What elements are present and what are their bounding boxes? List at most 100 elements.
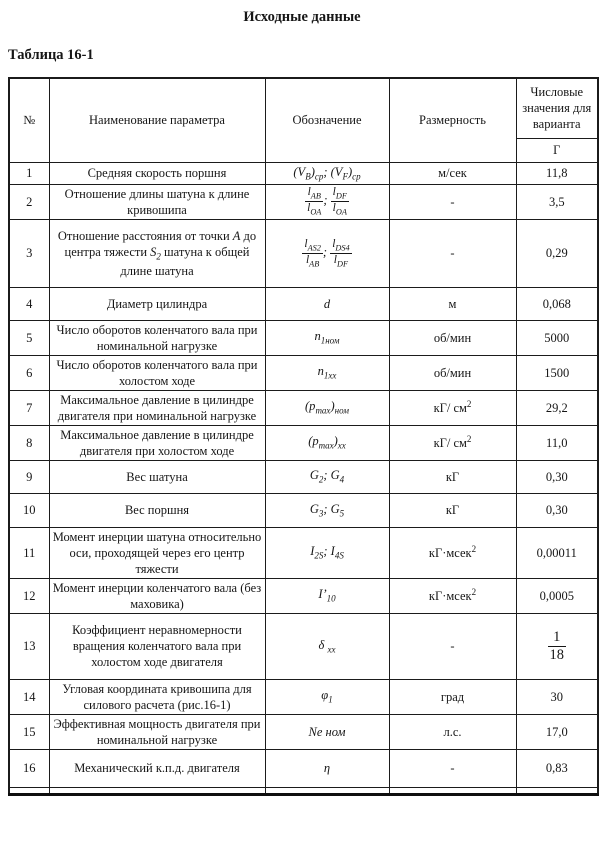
param-symbol: I2S; I4S (264, 526, 390, 579)
param-name: Отношение расстояния от точки A до центр… (48, 218, 266, 288)
table-row: 7 Максимальное давление в цилиндре двига… (8, 389, 599, 426)
param-symbol: φ1 (264, 678, 390, 715)
header-row: № Наименование параметра Обозначение Раз… (8, 77, 599, 163)
param-unit: л.с. (388, 713, 517, 750)
param-value: 30 (515, 678, 599, 715)
col-header-name: Наименование параметра (48, 77, 266, 163)
table-header: № Наименование параметра Обозначение Раз… (8, 77, 599, 163)
param-value: 5000 (515, 319, 599, 356)
param-unit: кГ·мсек2 (388, 577, 517, 614)
table-row: 15 Эффективная мощность двигателя при но… (8, 713, 599, 750)
param-value: 0,29 (515, 218, 599, 288)
row-number: 2 (8, 183, 50, 220)
row-number: 15 (8, 713, 50, 750)
table-row: 2 Отношение длины шатуна к длине кривоши… (8, 183, 599, 220)
param-name: Момент инерции шатуна относительно оси, … (48, 526, 266, 579)
row-number: 1 (8, 161, 50, 185)
row-number: 6 (8, 354, 50, 391)
param-value: 0,30 (515, 492, 599, 528)
table-row: 12 Момент инерции коленчатого вала (без … (8, 577, 599, 614)
param-unit: кГ/ см2 (388, 389, 517, 426)
table-row: 14 Угловая координата кривошипа для сило… (8, 678, 599, 715)
param-name: Максимальное давление в цилиндре двигате… (48, 389, 266, 426)
param-name: Средняя скорость поршня (48, 161, 266, 185)
stub-cell (8, 786, 50, 795)
table-row: 9 Вес шатуна G2; G4 кГ 0,30 (8, 459, 599, 494)
param-symbol: lAS2 lAB; lDS4 lDF (264, 218, 390, 288)
param-unit: кГ·мсек2 (388, 526, 517, 579)
param-value: 1 18 (515, 612, 599, 680)
param-name: Момент инерции коленчатого вала (без мах… (48, 577, 266, 614)
param-name: Диаметр цилиндра (48, 286, 266, 321)
parameters-table: № Наименование параметра Обозначение Раз… (8, 77, 599, 796)
table-row: 3 Отношение расстояния от точки A до цен… (8, 218, 599, 288)
param-value: 11,0 (515, 424, 599, 461)
row-number: 14 (8, 678, 50, 715)
param-name: Вес шатуна (48, 459, 266, 494)
param-name: Максимальное давление в цилиндре двигате… (48, 424, 266, 461)
table-row: 13 Коэффициент неравномерности вращения … (8, 612, 599, 680)
stub-cell (388, 786, 517, 795)
param-symbol: (pmax)ном (264, 389, 390, 426)
param-value: 1500 (515, 354, 599, 391)
param-value: 0,068 (515, 286, 599, 321)
param-symbol: G3; G5 (264, 492, 390, 528)
table-row: 16 Механический к.п.д. двигателя η - 0,8… (8, 748, 599, 788)
param-value: 17,0 (515, 713, 599, 750)
param-unit: - (388, 183, 517, 220)
param-name: Эффективная мощность двигателя при номин… (48, 713, 266, 750)
row-number: 13 (8, 612, 50, 680)
stub-cell (264, 786, 390, 795)
table-row: 6 Число оборотов коленчатого вала при хо… (8, 354, 599, 391)
param-symbol: d (264, 286, 390, 321)
page-title: Исходные данные (243, 9, 361, 25)
param-unit: град (388, 678, 517, 715)
param-name: Угловая координата кривошипа для силовог… (48, 678, 266, 715)
param-unit: м/сек (388, 161, 517, 185)
param-unit: об/мин (388, 354, 517, 391)
param-name: Коэффициент неравномерности вращения кол… (48, 612, 266, 680)
table-row: 10 Вес поршня G3; G5 кГ 0,30 (8, 492, 599, 528)
table-row: 5 Число оборотов коленчатого вала при но… (8, 319, 599, 356)
param-unit: - (388, 612, 517, 680)
param-symbol: lAB lOA; lDF lOA (264, 183, 390, 220)
row-number: 5 (8, 319, 50, 356)
param-name: Отношение длины шатуна к длине кривошипа (48, 183, 266, 220)
row-number: 12 (8, 577, 50, 614)
table-label: Таблица 16-1 (8, 47, 94, 63)
col-header-unit: Размерность (388, 77, 517, 163)
table-row: 1 Средняя скорость поршня (VB)cp; (VF)cp… (8, 161, 599, 185)
stub-cell (515, 786, 599, 795)
table-row: 8 Максимальное давление в цилиндре двига… (8, 424, 599, 461)
param-value: 0,83 (515, 748, 599, 788)
param-symbol: (VB)cp; (VF)cp (264, 161, 390, 185)
param-symbol: Nе ном (264, 713, 390, 750)
table-row: 4 Диаметр цилиндра d м 0,068 (8, 286, 599, 321)
param-unit: об/мин (388, 319, 517, 356)
table-row: 11 Момент инерции шатуна относительно ос… (8, 526, 599, 579)
param-value: 0,30 (515, 459, 599, 494)
param-unit: - (388, 748, 517, 788)
col-header-symbol: Обозначение (264, 77, 390, 163)
param-unit: - (388, 218, 517, 288)
param-symbol: δ хх (264, 612, 390, 680)
param-unit: кГ/ см2 (388, 424, 517, 461)
param-symbol: n1хх (264, 354, 390, 391)
param-value: 0,00011 (515, 526, 599, 579)
row-number: 10 (8, 492, 50, 528)
param-value: 11,8 (515, 161, 599, 185)
param-value: 29,2 (515, 389, 599, 426)
param-value: 0,0005 (515, 577, 599, 614)
row-number: 3 (8, 218, 50, 288)
row-number: 4 (8, 286, 50, 321)
param-symbol: G2; G4 (264, 459, 390, 494)
row-number: 11 (8, 526, 50, 579)
param-value: 3,5 (515, 183, 599, 220)
row-number: 16 (8, 748, 50, 788)
param-symbol: (pmax)хх (264, 424, 390, 461)
col-header-num: № (8, 77, 50, 163)
param-symbol: I’10 (264, 577, 390, 614)
stub-cell (48, 786, 266, 795)
row-number: 7 (8, 389, 50, 426)
